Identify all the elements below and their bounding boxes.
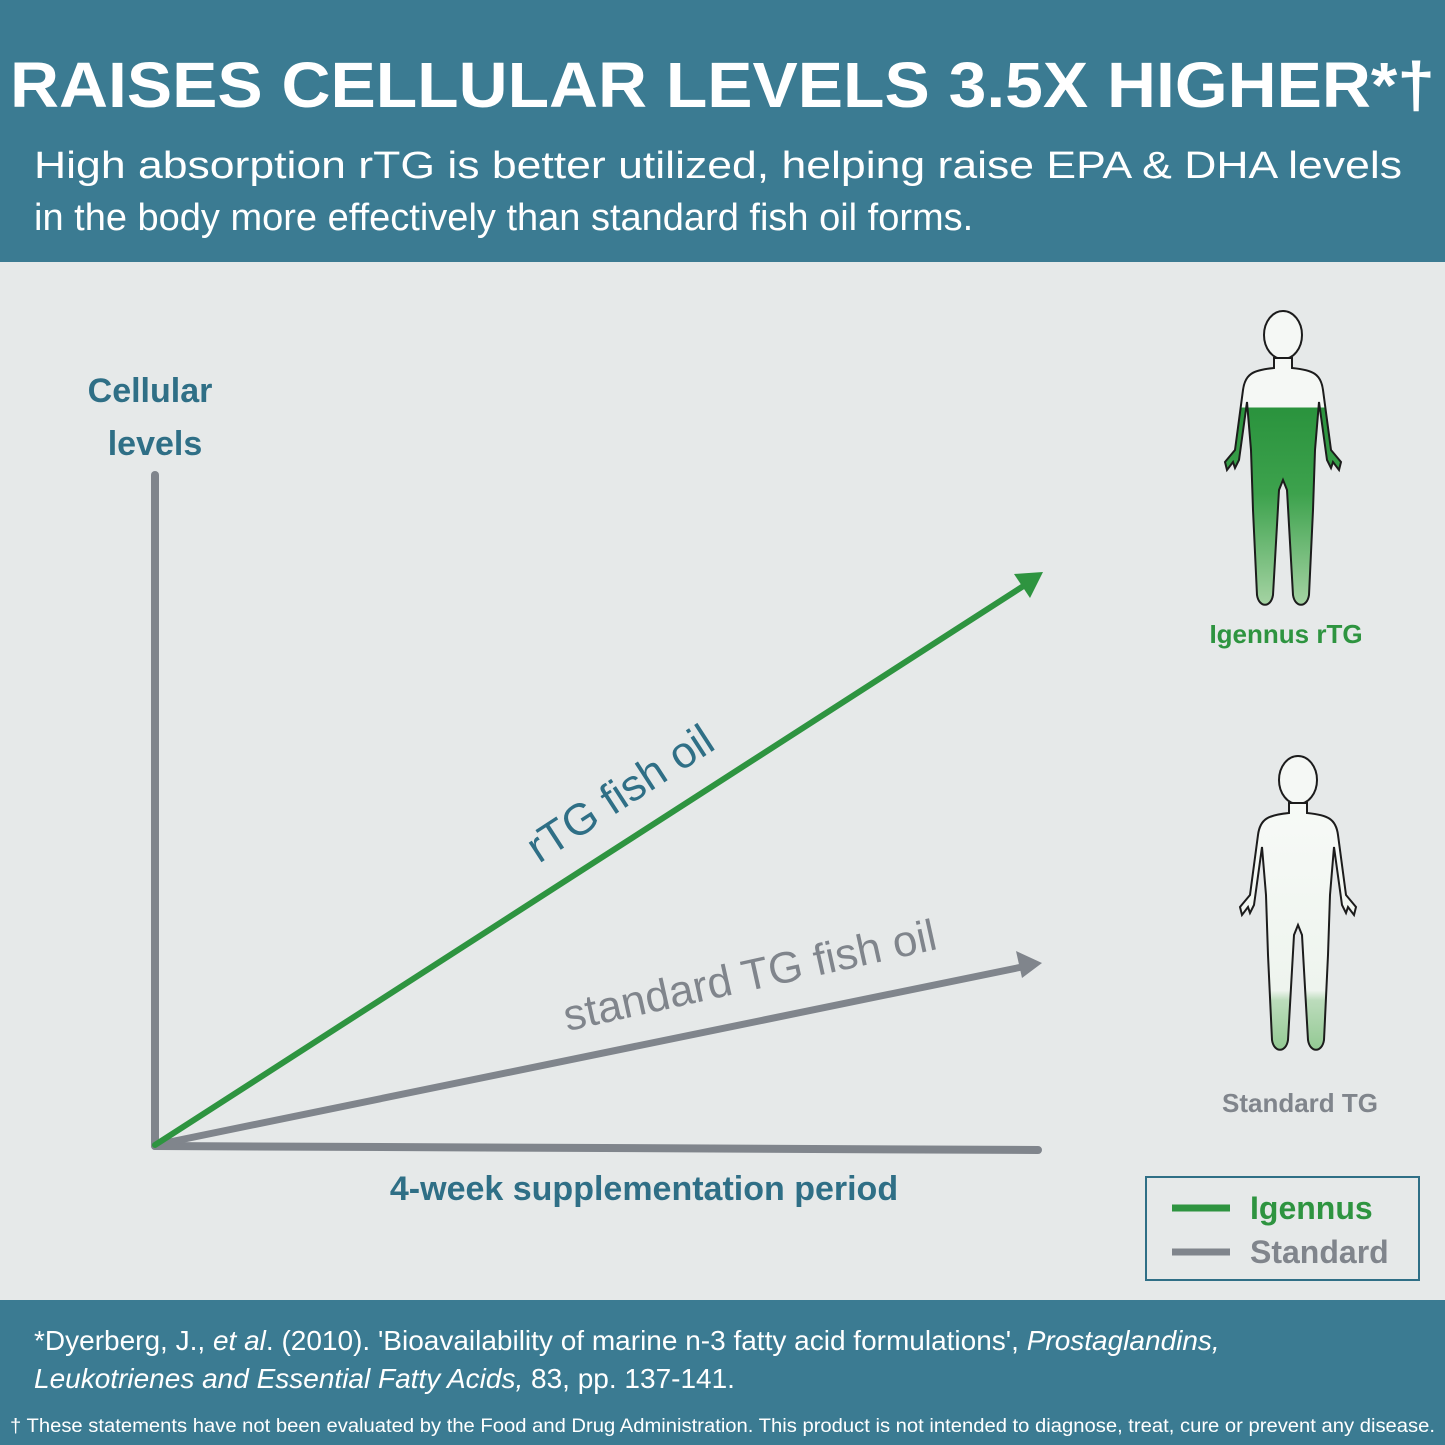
arrowhead: [1014, 572, 1043, 598]
citation-part: et al: [213, 1325, 267, 1356]
x-axis: [151, 1142, 1042, 1154]
arrowhead: [1016, 951, 1042, 978]
citation-part: Prostaglandins,: [1027, 1325, 1220, 1356]
x-axis-label: 4-week supplementation period: [390, 1170, 898, 1208]
legend-box: [1145, 1176, 1420, 1281]
y-axis-label: levels: [108, 425, 203, 463]
legend-label: Igennus: [1250, 1190, 1373, 1226]
citation-part: *Dyerberg, J.,: [34, 1325, 213, 1356]
figure-label: Standard TG: [1222, 1088, 1378, 1118]
figure-label: Igennus rTG: [1209, 619, 1362, 649]
citation-part: 83, pp. 137-141.: [523, 1363, 735, 1394]
y-axis-label: Cellular: [88, 372, 213, 410]
citation: *Dyerberg, J., et al. (2010). 'Bioavaila…: [34, 1325, 1220, 1356]
rtg-line: [152, 582, 1028, 1148]
citation-part: . (2010). 'Bioavailability of marine n-3…: [266, 1325, 1027, 1356]
disclaimer: † These statements have not been evaluat…: [10, 1416, 1435, 1437]
header-bg: [0, 0, 1445, 262]
footer-bg: [0, 1300, 1445, 1445]
citation-part: Leukotrienes and Essential Fatty Acids,: [34, 1363, 523, 1394]
title: RAISES CELLULAR LEVELS 3.5X HIGHER*†: [10, 49, 1435, 121]
subtitle: in the body more effectively than standa…: [34, 197, 973, 239]
legend-label: Standard: [1250, 1234, 1389, 1270]
citation: Leukotrienes and Essential Fatty Acids, …: [34, 1363, 735, 1394]
subtitle: High absorption rTG is better utilized, …: [34, 145, 1402, 187]
standard-line: [151, 963, 1026, 1149]
